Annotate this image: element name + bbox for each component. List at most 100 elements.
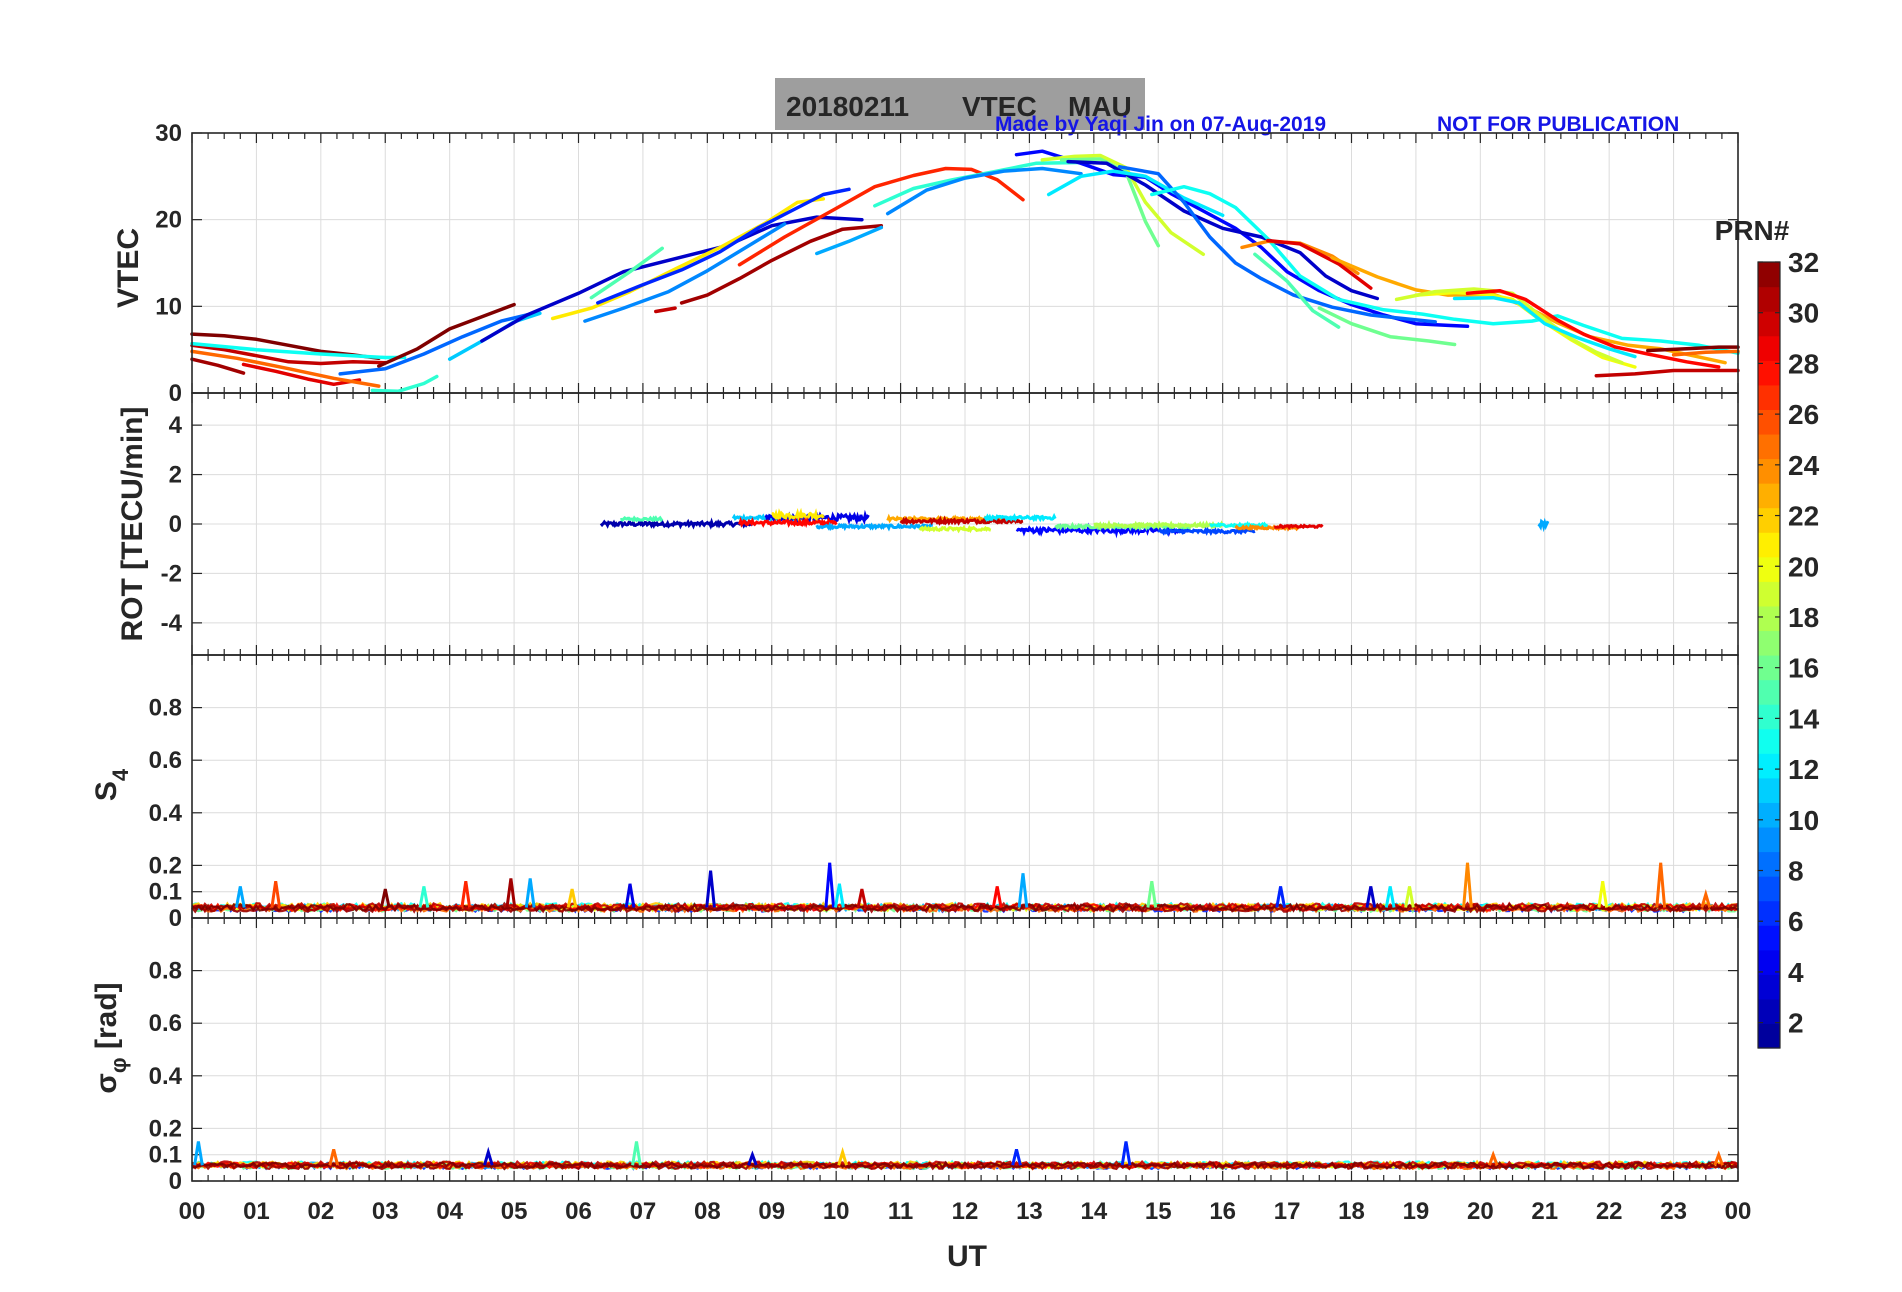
colorbar-segment [1758, 458, 1780, 484]
vtec-series-line [1671, 349, 1740, 357]
scintillation-spike [1017, 873, 1029, 908]
scintillation-spike [418, 886, 430, 908]
colorbar-title: PRN# [1715, 215, 1790, 246]
colorbar-segment [1758, 556, 1780, 582]
scintillation-series-line [191, 1160, 1739, 1170]
colorbar-segment [1758, 974, 1780, 1000]
vtec-series-line [1253, 252, 1341, 329]
colorbar-segment [1758, 679, 1780, 705]
y-tick-label: 0.6 [149, 1010, 182, 1037]
vtec-series-line [1594, 368, 1740, 378]
vtec-series-line [885, 166, 1083, 216]
x-tick-label: 20 [1467, 1198, 1494, 1225]
y-tick-label: 0 [169, 905, 182, 932]
colorbar-segment [1758, 876, 1780, 902]
x-tick-label: 17 [1274, 1198, 1301, 1225]
scintillation-spike [1700, 889, 1712, 908]
colorbar-tick-label: 4 [1788, 957, 1804, 988]
scintillation-spike [856, 888, 868, 908]
vtec-series-line [338, 311, 536, 376]
colorbar-segment [1758, 753, 1780, 779]
rot-series-line [738, 516, 838, 529]
colorbar-segment [1758, 262, 1780, 288]
sigma-phi-axis-label-text: σφ [rad] [90, 982, 131, 1093]
colorbar-tick-label: 30 [1788, 298, 1819, 329]
rot-series-line [771, 507, 825, 523]
rot-series-line [1157, 527, 1256, 537]
colorbar-tick-label: 14 [1788, 703, 1820, 734]
scintillation-spike [566, 888, 578, 908]
vtec-series-line [1046, 169, 1225, 218]
vtec-series-line [241, 362, 362, 387]
colorbar-tick-label: 22 [1788, 501, 1819, 532]
x-tick-label: 07 [630, 1198, 657, 1225]
x-tick-label: 18 [1338, 1198, 1365, 1225]
scintillation-spike [524, 878, 536, 908]
colorbar-tick-label: 32 [1788, 247, 1819, 278]
x-tick-label: 01 [243, 1198, 270, 1225]
vtec-series-line [480, 215, 864, 343]
y-tick-label: 0.8 [149, 695, 182, 722]
scintillation-spike [834, 883, 845, 908]
colorbar-segment [1758, 532, 1780, 558]
scintillation-spike [483, 1146, 494, 1166]
colorbar-segment [1758, 311, 1780, 337]
scintillation-spike [1713, 1150, 1724, 1166]
scintillation-spike [631, 1141, 642, 1166]
colorbar-segment [1758, 826, 1780, 853]
y-tick-label: -2 [161, 560, 182, 587]
rot-axis-label: ROT [TECU/min] [116, 407, 149, 642]
x-tick-label: 11 [888, 1198, 913, 1225]
vtec-series-line [1266, 238, 1373, 290]
x-axis-label: UT [947, 1240, 987, 1273]
not-for-publication-text: NOT FOR PUBLICATION [1437, 113, 1679, 136]
colorbar-segment [1758, 630, 1780, 656]
y-tick-label: 0 [169, 380, 182, 407]
scintillation-spike [193, 1141, 204, 1166]
vtec-series-line [654, 306, 677, 314]
colorbar-tick-label: 8 [1788, 856, 1804, 887]
x-tick-label: 14 [1080, 1198, 1107, 1225]
y-tick-label: 0.4 [149, 1063, 183, 1090]
x-tick-label: 08 [694, 1198, 721, 1225]
vtec-series-line [377, 302, 516, 368]
colorbar-segment [1758, 777, 1780, 803]
title-date: 20180211 [786, 91, 909, 122]
sigma-phi-axis-label: σφ [rad] [90, 982, 131, 1093]
colorbar-tick-label: 18 [1788, 602, 1819, 633]
colorbar-segment [1758, 286, 1780, 312]
y-tick-label: 0 [169, 511, 182, 538]
x-tick-label: 03 [372, 1198, 399, 1225]
x-tick-label: 04 [436, 1198, 463, 1225]
vtec-series-line [1465, 288, 1721, 369]
title-product: VTEC [962, 91, 1037, 122]
x-tick-label: 10 [823, 1198, 850, 1225]
scintillation-spike [991, 886, 1003, 908]
x-tick-label: 13 [1016, 1198, 1043, 1225]
credit-text: Made by Yaqi Jin on 07-Aug-2019 [995, 113, 1326, 136]
vtec-series-line [679, 223, 884, 305]
vtec-series-line [190, 343, 388, 366]
scintillation-spike [460, 880, 472, 908]
colorbar-tick-label: 12 [1788, 754, 1819, 785]
rot-panel: -4 -2 0 2 4 [161, 392, 1739, 656]
vtec-series-line [1317, 306, 1457, 347]
rot-series-line [983, 512, 1057, 523]
colorbar-segment [1758, 655, 1780, 681]
rot-series-line [899, 515, 1024, 526]
scintillation-spike [1655, 862, 1667, 908]
vtec-series-line [737, 166, 1025, 267]
y-tick-label: 0 [169, 1168, 182, 1195]
scintillation-spike [379, 888, 391, 908]
vtec-series-line [190, 341, 407, 360]
scintillation-spike [1384, 886, 1396, 908]
colorbar-segment [1758, 605, 1780, 632]
colorbar-segment [1758, 998, 1780, 1025]
rot-series-line [599, 517, 753, 530]
rot-series-line [1093, 519, 1225, 531]
x-tick-label: 22 [1596, 1198, 1623, 1225]
scintillation-spike [747, 1150, 758, 1166]
y-tick-label: -4 [161, 610, 183, 637]
y-tick-label: 30 [155, 120, 182, 147]
